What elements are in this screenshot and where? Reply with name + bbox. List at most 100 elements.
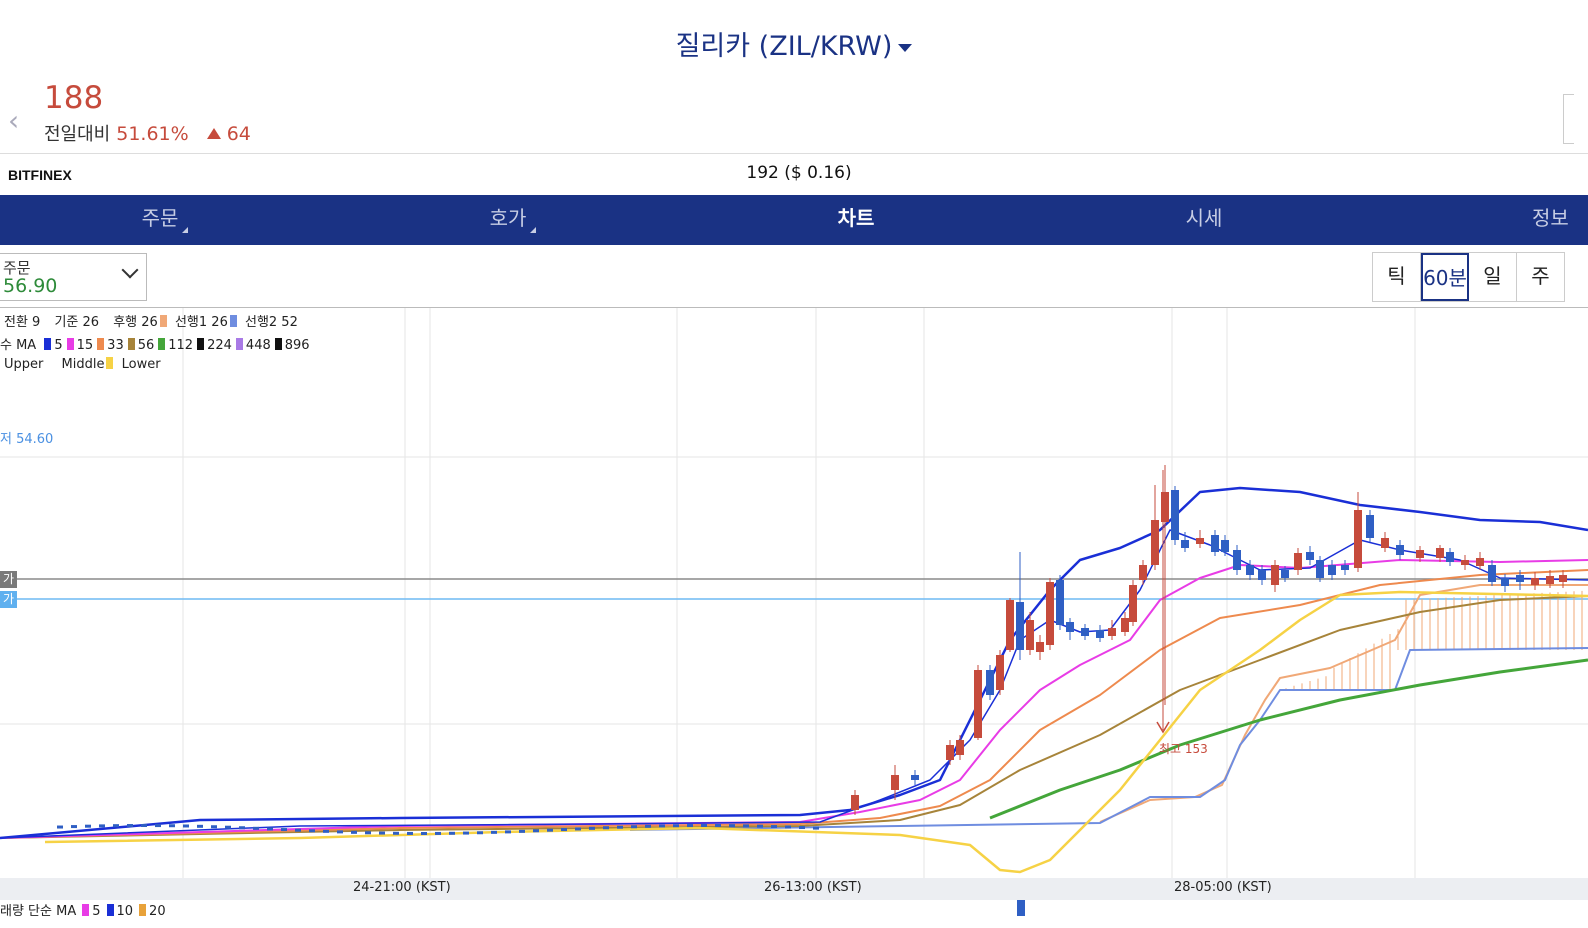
period-tick-button[interactable]: 틱 — [1373, 253, 1421, 301]
order-select-value: 56.90 — [3, 275, 58, 297]
candle-body — [1366, 515, 1374, 538]
candle-body — [673, 824, 679, 828]
legend-item: 10 — [116, 904, 134, 919]
bollinger-middle-line — [44, 590, 1588, 874]
tab-orderbook[interactable]: 호가 — [408, 195, 608, 245]
candle-body — [295, 828, 301, 832]
candle-body — [996, 655, 1004, 690]
candle-body — [281, 828, 287, 832]
candle-body — [1129, 585, 1137, 622]
legend-item: 33 — [107, 338, 124, 353]
candle-body — [645, 824, 651, 828]
tab-market-label: 시세 — [1185, 206, 1223, 230]
tab-info[interactable]: 정보 — [1532, 195, 1588, 245]
candle-body — [575, 827, 581, 831]
market-title[interactable]: 질리카 (ZIL/KRW) — [0, 24, 1588, 63]
ma-56-line — [0, 595, 1588, 839]
candle-body — [1246, 565, 1254, 575]
candle-body — [743, 824, 749, 828]
candle-body — [225, 825, 231, 829]
low-price-label: 저 54.60 — [0, 432, 54, 447]
corner-indicator-icon — [530, 227, 536, 233]
legend-item-label: 선행1 26 — [174, 315, 228, 330]
tab-order-label: 주문 — [141, 206, 179, 230]
candle-body — [141, 824, 147, 828]
legend-swatch — [44, 338, 52, 350]
ichimoku-legend: 전환 9 기준 26 후행 26 선행1 26 선행2 52 — [4, 311, 308, 330]
tab-order[interactable]: 주문 — [60, 195, 260, 245]
legend-item: 5 — [54, 338, 63, 353]
candle-body — [211, 825, 217, 829]
tab-chart-label: 차트 — [837, 206, 875, 230]
candle-body — [533, 829, 539, 833]
x-axis-tick: 24-21:00 (KST) — [353, 880, 451, 895]
price-chart[interactable] — [0, 308, 1588, 878]
candle-body — [1328, 565, 1336, 575]
candle-body — [1151, 520, 1159, 565]
candle-body — [421, 832, 427, 835]
x-axis-tick: 28-05:00 (KST) — [1174, 880, 1272, 895]
legend-swatch — [139, 904, 147, 916]
candle-body — [407, 831, 413, 835]
candle-body — [561, 828, 567, 832]
candle-body — [253, 826, 259, 830]
candle-body — [715, 824, 721, 828]
candle-body — [57, 825, 63, 829]
reference-price: 192 ($ 0.16) — [746, 163, 852, 183]
legend-item: Middle — [62, 357, 105, 372]
candle-body — [813, 826, 819, 830]
candle-body — [771, 825, 777, 829]
candle-body — [1006, 600, 1014, 650]
candle-body — [113, 824, 119, 828]
period-day-button[interactable]: 일 — [1469, 253, 1517, 301]
candle-body — [1221, 540, 1229, 552]
price-line-badge: 가 — [0, 571, 17, 588]
legend-swatch — [106, 904, 114, 916]
legend-item: Upper — [4, 357, 44, 372]
candle-body — [155, 824, 161, 828]
candle-body — [379, 831, 385, 835]
candle-body — [1354, 510, 1362, 568]
order-select[interactable]: 주문 56.90 — [0, 253, 147, 301]
legend-swatch — [229, 315, 237, 327]
period-week-button[interactable]: 주 — [1517, 253, 1565, 301]
candle-body — [519, 829, 525, 833]
candle-body — [1171, 490, 1179, 540]
tab-chart[interactable]: 차트 — [756, 195, 956, 245]
candle-body — [1531, 578, 1539, 585]
candle-body — [1396, 545, 1404, 555]
candle-body — [1036, 642, 1044, 652]
candle-body — [1316, 560, 1324, 578]
candle-body — [1161, 492, 1169, 522]
candle-body — [1211, 535, 1219, 552]
bollinger-legend: Upper Middle Lower — [4, 357, 171, 372]
change-percent: 51.61% — [116, 123, 189, 145]
candle-body — [1181, 540, 1189, 548]
candle-body — [71, 825, 77, 829]
candle-body — [127, 824, 133, 828]
candle-body — [701, 824, 707, 828]
volume-bar — [1017, 900, 1025, 916]
order-select-label: 주문 — [3, 259, 31, 277]
side-panel-edge[interactable] — [1563, 94, 1574, 144]
candle-body — [449, 831, 455, 835]
candle-body — [1559, 575, 1567, 582]
candle-body — [1476, 558, 1484, 566]
candle-body — [309, 829, 315, 833]
tab-market[interactable]: 시세 — [1104, 195, 1304, 245]
candle-body — [505, 830, 511, 834]
chevron-left-icon[interactable]: ‹ — [8, 104, 20, 137]
candle-body — [1046, 582, 1054, 645]
legend-item: 기준 26 — [54, 315, 100, 330]
legend-item: 후행 26 — [113, 315, 158, 330]
candle-body — [1056, 580, 1064, 625]
change-amount: 64 — [226, 123, 251, 145]
volume-legend: 래량 단순 MA 5 10 20 — [0, 900, 166, 919]
current-price: 188 — [44, 80, 104, 116]
candle-body — [1341, 565, 1349, 570]
period-60min-button[interactable]: 60분 — [1421, 253, 1469, 301]
legend-item-label: Middle — [61, 357, 105, 372]
candle-body — [1108, 628, 1116, 636]
legend-item-label: 후행 26 — [113, 315, 158, 330]
x-axis — [0, 878, 1588, 900]
